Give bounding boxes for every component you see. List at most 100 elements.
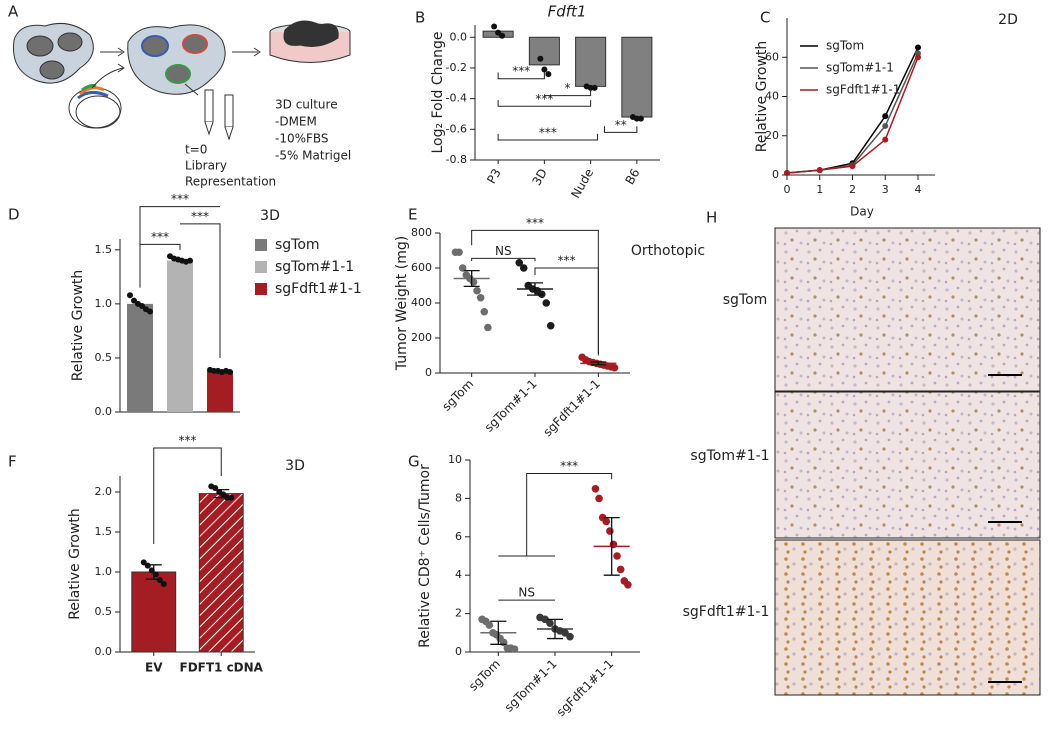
data-point <box>541 66 548 73</box>
y-tick-label: 0.0 <box>450 30 468 43</box>
y-tick-label: 0 <box>425 366 432 379</box>
y-tick-label: 2.0 <box>95 485 113 498</box>
data-point <box>545 71 552 78</box>
x-tick-label: 3 <box>882 183 889 196</box>
data-point <box>212 485 219 491</box>
data-point <box>144 562 151 569</box>
y-tick-label: 6 <box>455 530 462 543</box>
panel-label: G <box>408 453 420 471</box>
ihc-image <box>774 227 1041 392</box>
legend-label: sgTom#1-1 <box>275 259 354 275</box>
y-tick-label: 1.0 <box>95 565 113 578</box>
panel-label: D <box>8 206 20 224</box>
data-point <box>915 44 921 51</box>
significance-label: *** <box>512 64 530 78</box>
y-tick-label: 8 <box>455 491 462 504</box>
legend-label: sgTom#1-1 <box>826 61 894 75</box>
significance-bracket <box>139 206 220 288</box>
legend-label: sgFdft1#1-1 <box>275 281 362 297</box>
y-axis-label: Relative Growth <box>754 41 770 153</box>
error-bar <box>463 269 480 288</box>
data-point <box>546 619 554 627</box>
chart-subtitle: 3D <box>260 208 280 224</box>
data-point <box>147 308 153 315</box>
significance-label: *** <box>179 434 197 448</box>
legend-swatch <box>255 239 267 251</box>
data-point <box>220 491 227 498</box>
chart-subtitle: 2D <box>998 12 1018 28</box>
x-tick-label: EV <box>145 661 163 675</box>
panel-label: C <box>760 9 770 27</box>
data-point <box>616 565 625 574</box>
data-point <box>131 297 137 304</box>
data-point <box>469 278 478 286</box>
image-label: sgTom#1-1 <box>690 448 769 464</box>
significance-label: *** <box>539 126 557 140</box>
data-point <box>624 581 632 589</box>
y-axis-label: Log₂ Fold Change <box>430 31 446 153</box>
y-tick-label: 600 <box>411 261 432 274</box>
panel-label: A <box>8 3 19 21</box>
bar <box>198 493 244 653</box>
x-tick-label: P3 <box>484 166 504 186</box>
image-label: sgFdft1#1-1 <box>683 604 770 620</box>
bar <box>131 571 177 653</box>
data-point <box>610 363 619 372</box>
bar <box>167 260 193 412</box>
y-tick-label: 4 <box>455 568 462 581</box>
chart-subtitle: 3D <box>285 458 305 474</box>
x-tick-label: sgTom <box>439 377 476 414</box>
diagram-text: 3D culture <box>275 98 338 112</box>
y-tick-label: -0.2 <box>446 61 467 74</box>
ihc-image <box>774 539 1041 696</box>
diagram <box>12 20 351 141</box>
y-tick-label: 0.0 <box>95 405 113 418</box>
y-tick-label: -0.8 <box>446 153 467 166</box>
data-point <box>882 136 889 143</box>
x-tick-label: Nude <box>568 166 596 200</box>
data-point <box>156 577 163 583</box>
bar <box>528 36 560 66</box>
y-tick-label: 0.5 <box>95 351 113 364</box>
data-point <box>816 167 823 174</box>
y-tick-label: 1.5 <box>95 525 113 538</box>
data-point <box>473 286 481 295</box>
panel-label: B <box>415 9 425 27</box>
y-tick-label: 60 <box>765 50 779 63</box>
y-axis-label: Relative Growth <box>67 508 83 620</box>
x-tick-label: 4 <box>915 183 922 196</box>
significance-label: *** <box>535 92 553 106</box>
data-point <box>606 527 614 535</box>
data-point <box>602 517 611 526</box>
y-tick-label: 1.5 <box>95 243 113 256</box>
data-point <box>915 54 921 61</box>
data-point <box>140 559 147 566</box>
data-point <box>228 494 235 501</box>
y-tick-label: 2 <box>455 607 462 620</box>
y-axis-label: Relative Growth <box>70 270 86 382</box>
y-tick-label: 0 <box>455 645 462 658</box>
data-point <box>458 264 467 272</box>
data-point <box>484 323 492 332</box>
significance-bracket <box>139 243 181 250</box>
x-tick-label: 1 <box>816 183 823 196</box>
data-point <box>139 303 145 310</box>
significance-label: NS <box>518 586 535 600</box>
data-point <box>537 55 544 62</box>
data-point <box>591 485 600 493</box>
data-point <box>546 321 555 330</box>
y-tick-label: 0 <box>772 168 779 181</box>
legend-label: sgFdft1#1-1 <box>826 83 900 97</box>
x-tick-label: sgTom#1-1 <box>482 377 540 435</box>
y-tick-label: -0.4 <box>446 92 467 105</box>
data-point <box>591 84 598 91</box>
error-bar <box>590 361 607 366</box>
data-point <box>480 307 489 316</box>
chart-title: Fdft1 <box>548 3 587 21</box>
significance-label: *** <box>191 209 209 223</box>
panel-label: E <box>408 206 417 224</box>
data-point <box>476 293 485 302</box>
y-tick-label: 200 <box>411 331 432 344</box>
bar <box>575 36 607 87</box>
